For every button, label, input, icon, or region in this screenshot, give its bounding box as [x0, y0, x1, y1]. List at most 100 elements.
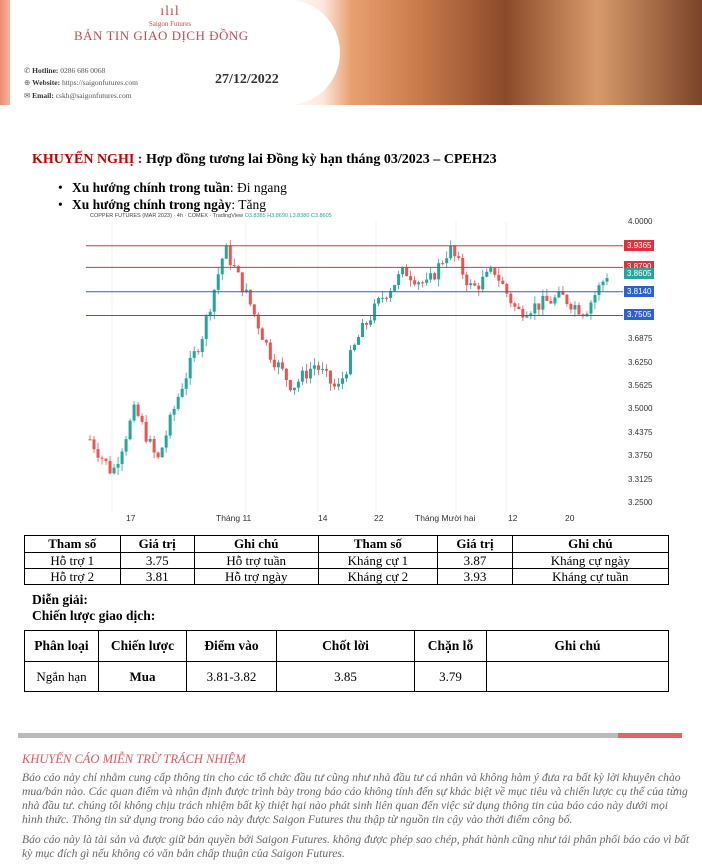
candle-body [537, 303, 541, 310]
candle-body [577, 305, 581, 315]
header-banner: ılıl Saigon Futures BẢN TIN GIAO DỊCH ĐỒN… [0, 0, 702, 105]
candle-body [573, 305, 577, 310]
table-cell: 3.87 [437, 552, 513, 569]
candle-body [224, 245, 228, 259]
candle-body [385, 297, 389, 299]
candle-body [260, 328, 264, 340]
candle-body [493, 268, 497, 275]
candle-body [208, 311, 212, 317]
strategy-table: Phân loại Chiến lược Điểm vào Chốt lời Chặn … [24, 630, 669, 692]
candle-body [489, 268, 493, 272]
column-header: Tham số [317, 535, 439, 553]
candle-body [413, 280, 417, 285]
x-tick-label: 14 [318, 513, 328, 523]
candle-body [541, 295, 545, 310]
candle-body [300, 370, 304, 382]
email[interactable]: ✉ Email: cskh@saigonfutures.com [24, 91, 132, 100]
candle-body [449, 245, 453, 259]
candle-body [216, 274, 220, 290]
candle-body [240, 272, 244, 293]
levels-table: Tham số Giá trị Ghi chú Tham số Giá trị Ghi c… [24, 535, 670, 585]
candle-body [248, 289, 252, 305]
candle-body [92, 439, 96, 450]
candle-body [569, 304, 573, 310]
candle-body [533, 303, 537, 314]
candle-body [256, 314, 260, 329]
candle-body [196, 351, 200, 353]
table-cell: Mua [98, 661, 187, 692]
column-header: Chốt lời [276, 630, 415, 662]
candle-body [172, 408, 176, 415]
x-tick-label: Tháng Mười hai [415, 513, 476, 523]
candle-body [96, 449, 100, 458]
candle-body [268, 342, 272, 360]
candle-body [501, 280, 505, 285]
candle-body [272, 359, 276, 368]
candle-body [212, 289, 216, 312]
table-cell: 3.79 [414, 661, 487, 692]
table-row: Hỗ trợ 1 3.75 Hỗ trợ tuần Kháng cự 1 3.87 Khá… [24, 552, 670, 569]
table-cell: 3.81-3.82 [186, 661, 277, 692]
y-tick-label: 3.2500 [628, 498, 653, 507]
candle-body [176, 396, 180, 409]
candle-body [228, 245, 232, 266]
candle-body [365, 322, 369, 325]
candle-body [148, 438, 152, 442]
candle-body [344, 374, 348, 379]
candle-body [280, 362, 284, 369]
candle-body [389, 290, 393, 299]
candle-body [597, 285, 601, 296]
candle-body [192, 351, 196, 358]
candle-body [481, 276, 485, 290]
candle-body [336, 383, 340, 387]
candle-body [357, 337, 361, 345]
candle-body [152, 438, 156, 453]
candle-body [180, 388, 184, 397]
y-tick-label: 3.6250 [628, 357, 653, 367]
candle-body [332, 383, 336, 387]
candle-body [296, 381, 300, 388]
candle-body [461, 257, 465, 275]
candle-body [393, 285, 397, 291]
candle-body [437, 263, 441, 280]
candle-body [292, 387, 296, 391]
price-chart [86, 222, 623, 512]
divider-accent [618, 733, 682, 738]
candle-body [276, 362, 280, 368]
column-header: Tham số [24, 535, 121, 553]
table-cell: 3.75 [119, 552, 195, 569]
logo: ılıl Saigon Futures [148, 4, 192, 28]
candle-body [288, 380, 292, 391]
y-tick-label: 3.3125 [628, 474, 653, 484]
candle-body [377, 298, 381, 304]
website[interactable]: ⊕ Website: https://saigonfutures.com [24, 78, 139, 87]
recommendation: KHUYẾN NGHỊ : Hợp đồng tương lai Đồng kỳ… [32, 152, 497, 167]
y-tick-label: 3.3750 [628, 451, 653, 461]
candle-body [144, 421, 148, 442]
y-tick-label: 3.4375 [628, 427, 653, 437]
candle-body [168, 414, 172, 436]
candle-body [312, 365, 316, 369]
candle-body [549, 300, 553, 304]
candle-body [100, 457, 104, 459]
price-level-tag: 3.8140 [624, 285, 655, 297]
column-header: Điểm vào [186, 630, 277, 662]
candle-body [188, 357, 192, 379]
y-tick-label: 4.0000 [628, 217, 653, 226]
candle-body [140, 415, 144, 422]
disclaimer-paragraph-1: Báo cáo này chỉ nhằm cung cấp thông tin … [22, 771, 688, 826]
candle-body [601, 281, 605, 286]
x-tick-label: 20 [565, 513, 575, 523]
candle-body [361, 322, 365, 338]
candle-body [585, 313, 589, 317]
table-cell [486, 661, 669, 692]
candle-body [605, 278, 609, 282]
y-tick-label: 3.5000 [628, 404, 653, 414]
candle-body [457, 256, 461, 258]
divider [18, 733, 618, 738]
table-cell: Hỗ trợ 1 [24, 552, 121, 569]
disclaimer-paragraph-2: Báo cáo này là tài sản và được giữ bản q… [22, 833, 690, 860]
table-cell: 3.93 [437, 568, 513, 585]
last-price-tag: 3.8605 [624, 268, 655, 280]
candle-body [517, 306, 521, 309]
